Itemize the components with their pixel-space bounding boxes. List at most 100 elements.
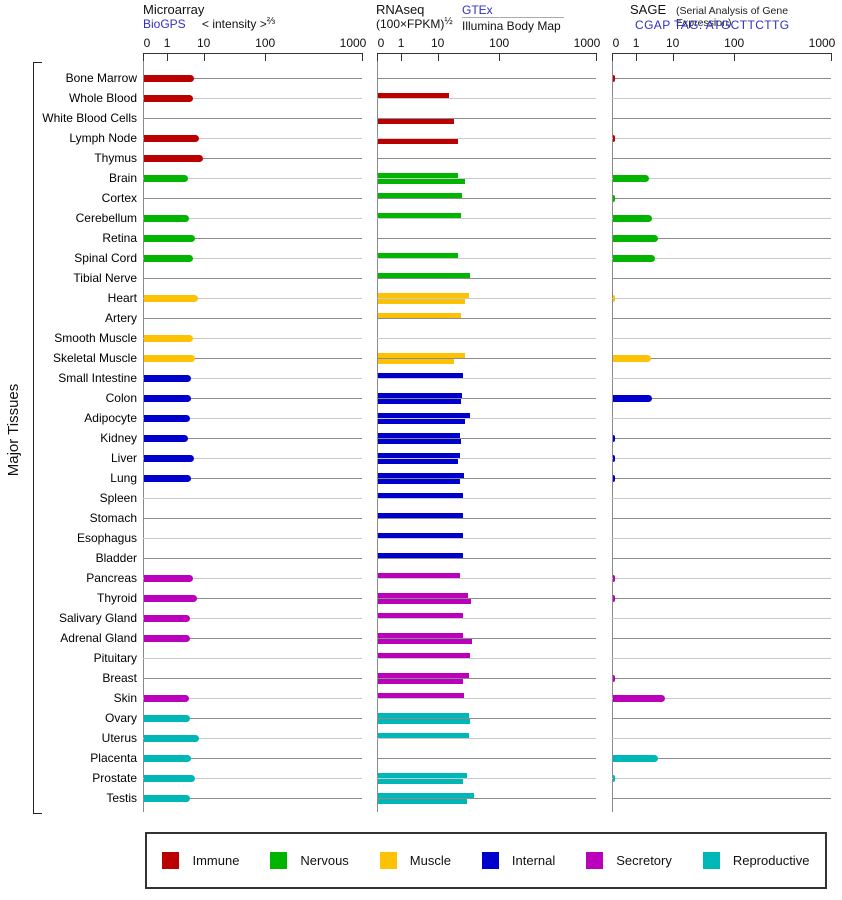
axis-tick-label: 1000: [808, 36, 836, 50]
row-baseline: [143, 798, 362, 799]
row-baseline: [143, 398, 362, 399]
bar-microarray: [144, 335, 193, 342]
bar-rnaseq-gtex: [378, 393, 463, 398]
row-baseline: [612, 778, 831, 779]
bar-rnaseq-bodymap: [378, 439, 461, 444]
axis-tick-label: 1: [397, 36, 405, 50]
bar-microarray: [144, 775, 195, 782]
row-baseline: [612, 98, 831, 99]
bar-microarray: [144, 575, 193, 582]
axis-tick: [377, 53, 378, 61]
legend-label-muscle: Muscle: [409, 853, 451, 868]
row-baseline: [143, 438, 362, 439]
row-baseline: [377, 378, 596, 379]
row-baseline: [377, 258, 596, 259]
bar-sage: [613, 175, 649, 182]
bar-rnaseq-gtex: [378, 293, 469, 298]
bar-rnaseq-bodymap: [378, 679, 464, 684]
axis-tick-label: 10: [196, 36, 211, 50]
row-baseline: [143, 578, 362, 579]
row-baseline: [377, 298, 596, 299]
bar-rnaseq-gtex: [378, 513, 464, 518]
illumina-body-map-label: Illumina Body Map: [462, 19, 561, 33]
axis-tick-label: 0: [377, 36, 385, 50]
axis-tick: [596, 53, 597, 61]
bar-microarray: [144, 295, 198, 302]
row-baseline: [377, 278, 596, 279]
row-baseline: [612, 618, 831, 619]
sage-panel-subtitle: (Serial Analysis of Gene Expression): [676, 5, 789, 29]
row-baseline: [377, 438, 596, 439]
row-baseline: [612, 318, 831, 319]
row-baseline: [612, 598, 831, 599]
bar-rnaseq-bodymap: [378, 139, 459, 144]
tissue-label: Stomach: [89, 511, 137, 525]
tissue-label: Brain: [108, 171, 137, 185]
bar-microarray: [144, 135, 199, 142]
tissue-label: Kidney: [100, 431, 137, 445]
tissue-label: Smooth Muscle: [54, 331, 137, 345]
row-baseline: [612, 218, 831, 219]
axis-tick: [167, 53, 169, 61]
category-legend: Immune Nervous Muscle Internal Secretory Repr…: [145, 832, 827, 889]
row-baseline: [143, 758, 362, 759]
bar-rnaseq-gtex: [378, 213, 461, 218]
bar-sage: [613, 75, 616, 82]
row-baseline: [612, 258, 831, 259]
row-baseline: [377, 418, 596, 419]
bar-microarray: [144, 455, 194, 462]
bar-rnaseq-gtex: [378, 493, 464, 498]
tissue-label: Small Intestine: [58, 371, 137, 385]
axis-tick: [734, 53, 736, 61]
legend-label-nervous: Nervous: [300, 853, 349, 868]
panel-left-border: [377, 53, 378, 812]
bar-microarray: [144, 715, 191, 722]
bar-rnaseq-bodymap: [378, 799, 468, 804]
gtex-divider-line: [462, 17, 564, 18]
row-baseline: [612, 338, 831, 339]
row-baseline: [143, 318, 362, 319]
tissue-label: Bladder: [95, 551, 137, 565]
row-baseline: [612, 558, 831, 559]
axis-tick: [636, 53, 638, 61]
bar-microarray: [144, 175, 188, 182]
tissue-label: Heart: [107, 291, 137, 305]
legend-swatch-muscle: [379, 852, 397, 869]
row-baseline: [377, 478, 596, 479]
tissue-label: Pancreas: [86, 571, 137, 585]
row-baseline: [377, 218, 596, 219]
bar-rnaseq-gtex: [378, 93, 450, 98]
bar-rnaseq-bodymap: [378, 639, 473, 644]
axis-tick-label: 1000: [339, 36, 367, 50]
row-baseline: [377, 738, 596, 739]
bar-rnaseq-gtex: [378, 693, 465, 698]
bar-rnaseq-gtex: [378, 733, 469, 738]
row-baseline: [143, 198, 362, 199]
bar-rnaseq-gtex: [378, 613, 464, 618]
gtex-link[interactable]: GTEx: [462, 3, 493, 17]
row-baseline: [143, 418, 362, 419]
sage-panel-title: SAGE: [630, 2, 667, 17]
tissue-label: Skeletal Muscle: [52, 351, 137, 365]
row-baseline: [612, 738, 831, 739]
row-baseline: [143, 158, 362, 159]
bar-microarray: [144, 795, 191, 802]
row-baseline: [612, 638, 831, 639]
tissue-label: Cerebellum: [75, 211, 137, 225]
bar-microarray: [144, 375, 191, 382]
biogps-link[interactable]: BioGPS: [143, 17, 186, 31]
row-baseline: [377, 498, 596, 499]
row-baseline: [377, 778, 596, 779]
tissue-label: Salivary Gland: [58, 611, 137, 625]
row-baseline: [143, 678, 362, 679]
row-baseline: [377, 358, 596, 359]
bar-sage: [613, 775, 616, 782]
cgap-tag-link[interactable]: CGAP TAG: ATGCTTCTTG: [635, 18, 790, 32]
row-baseline: [612, 498, 831, 499]
bar-rnaseq-gtex: [378, 673, 469, 678]
row-baseline: [377, 518, 596, 519]
bar-rnaseq-gtex: [378, 313, 461, 318]
row-baseline: [143, 558, 362, 559]
tissue-label: Lymph Node: [69, 131, 137, 145]
legend-swatch-secretory: [586, 852, 604, 869]
